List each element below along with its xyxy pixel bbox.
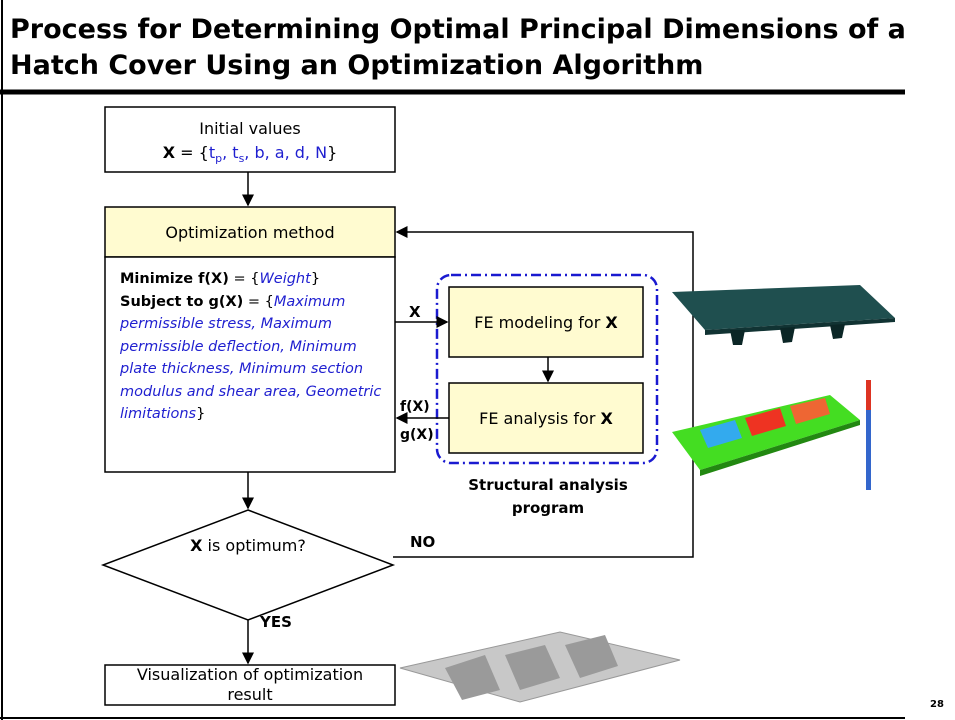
text-part: X (190, 536, 202, 555)
text-part: Maximum permissible stress, Maximum perm… (120, 294, 381, 423)
text-part: FE modeling for (474, 313, 605, 332)
text-part: Minimize f(X) (120, 271, 229, 287)
decision (103, 510, 393, 620)
node-label: FE modeling for X (449, 312, 643, 333)
slide: Process for Determining Optimal Principa… (0, 0, 955, 720)
node-label: Visualization of optimization result (130, 665, 370, 705)
node-label: X is optimum? (173, 534, 323, 558)
text-part: } (196, 406, 205, 422)
formula-part: , (222, 143, 232, 162)
formula-part: , b, a, d, N (244, 143, 327, 162)
objective-text: Minimize f(X) = {Weight}Subject to g(X) … (120, 268, 390, 426)
page-number: 28 (930, 694, 944, 715)
node-label: FE analysis for X (449, 408, 643, 429)
text-part: Weight (259, 271, 310, 287)
hatch-model-image (672, 285, 895, 345)
group-label: Structural analysis program (438, 474, 658, 520)
text-part: X (601, 409, 613, 428)
text-part: } (311, 271, 320, 287)
formula-part: } (327, 143, 337, 162)
edge-label: f(X) (400, 397, 430, 418)
text-part: = { (243, 294, 274, 310)
text-part: X (605, 313, 617, 332)
text-part: = { (229, 271, 260, 287)
result-image (400, 632, 680, 702)
node-label: Optimization method (105, 222, 395, 243)
edge-label: NO (410, 532, 435, 553)
edge-label: g(X) (400, 425, 434, 446)
edge-label: YES (260, 612, 292, 633)
slide-title: Process for Determining Optimal Principa… (10, 12, 910, 84)
text-part: FE analysis for (479, 409, 600, 428)
text-part: is optimum? (202, 536, 305, 555)
formula: X = {tp, ts, b, a, d, N} (105, 142, 395, 169)
stress-contour-image (672, 380, 871, 490)
formula-part: = { (175, 143, 209, 162)
edge-label: X (409, 302, 421, 323)
text-part: Subject to g(X) (120, 294, 243, 310)
node-label: Initial values (105, 118, 395, 139)
formula-part: X (163, 143, 175, 162)
